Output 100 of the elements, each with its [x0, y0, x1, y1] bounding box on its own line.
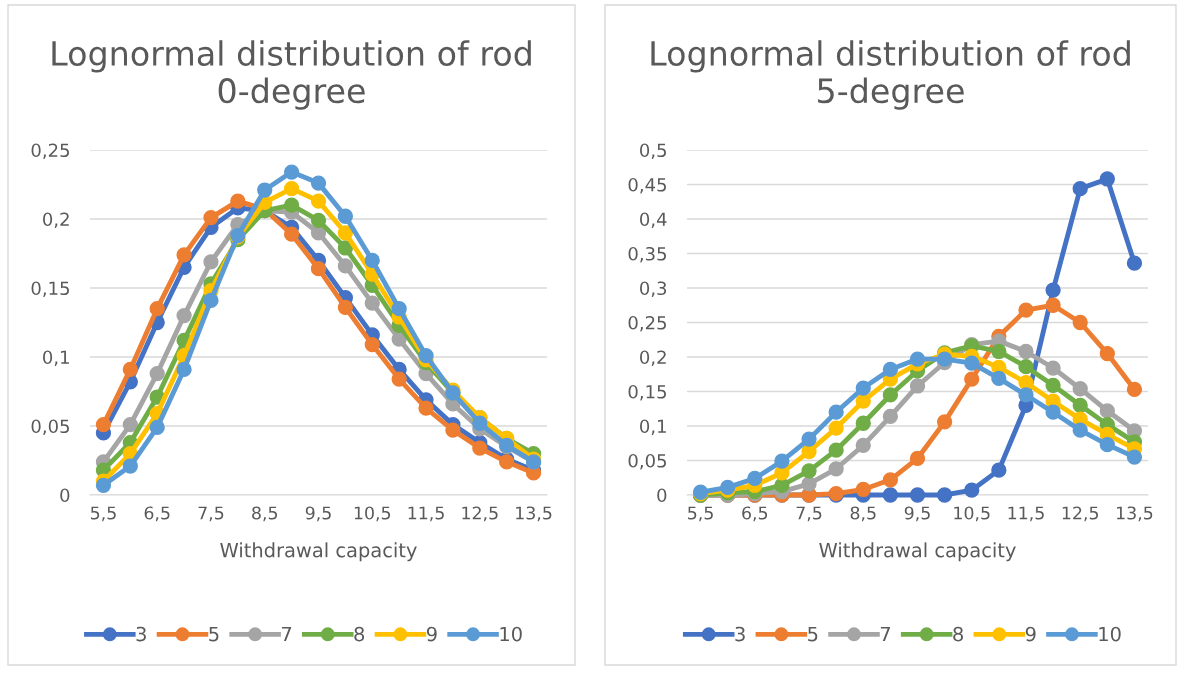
point	[472, 440, 488, 456]
point	[828, 461, 844, 477]
point	[95, 477, 112, 493]
y-tick-label: 0,45	[628, 177, 666, 194]
x-tick-label: 6,5	[144, 506, 170, 522]
legend-label: 3	[735, 626, 745, 642]
point	[828, 420, 844, 436]
x-axis-title: Withdrawal capacity	[220, 542, 417, 562]
x-tick-label: 13,5	[516, 506, 552, 522]
point	[149, 301, 165, 317]
legend-label: 9	[426, 626, 437, 642]
point	[1018, 343, 1034, 360]
point	[909, 487, 926, 503]
point	[1018, 374, 1034, 391]
y-tick-label: 0,3	[640, 281, 667, 297]
x-tick-label: 10,5	[954, 506, 990, 522]
point	[337, 258, 354, 274]
point	[149, 365, 165, 382]
point	[909, 351, 926, 367]
point	[337, 240, 354, 256]
point	[882, 472, 899, 488]
x-tick-label: 10,5	[354, 506, 391, 522]
point	[122, 416, 138, 433]
x-tick-label: 12,5	[1062, 506, 1099, 522]
point	[964, 355, 980, 371]
point	[936, 487, 953, 503]
x-tick-label: 9,5	[305, 506, 331, 522]
point	[364, 295, 380, 311]
y-tick-label: 0,2	[43, 212, 69, 228]
point	[122, 458, 138, 474]
legend-label: 5	[808, 626, 818, 642]
point	[283, 181, 300, 197]
y-tick-label: 0,25	[31, 143, 69, 159]
x-axis-title: Withdrawal capacity	[819, 542, 1016, 562]
x-tick-label: 11,5	[408, 506, 444, 522]
point	[936, 351, 953, 367]
legend-label: 7	[281, 626, 292, 642]
point	[1018, 359, 1034, 375]
point	[203, 292, 219, 309]
x-tick-label: 7,5	[198, 506, 224, 522]
point	[230, 193, 246, 209]
point	[801, 463, 817, 479]
point	[801, 476, 817, 492]
point	[337, 299, 354, 315]
point	[964, 482, 980, 498]
point	[310, 261, 327, 277]
point	[391, 301, 407, 317]
point	[964, 371, 980, 387]
point	[176, 361, 192, 378]
point	[283, 164, 300, 180]
y-tick-label: 0,5	[640, 143, 666, 159]
x-tick-label: 11,5	[1008, 506, 1044, 522]
point	[418, 400, 434, 416]
point	[801, 431, 817, 447]
point	[991, 343, 1007, 360]
point	[1045, 404, 1061, 420]
point	[1018, 387, 1034, 403]
point	[1099, 345, 1115, 362]
y-tick-label: 0,4	[640, 212, 667, 228]
legend-label: 7	[880, 626, 890, 642]
point	[1099, 403, 1115, 419]
y-tick-label: 0,1	[640, 419, 666, 435]
point	[1126, 255, 1143, 271]
y-tick-label: 0,25	[628, 315, 666, 332]
legend-label: 5	[209, 626, 219, 642]
point	[747, 470, 763, 487]
x-tick-label: 7,5	[796, 506, 822, 522]
point	[310, 175, 327, 191]
point	[855, 437, 871, 453]
point	[991, 462, 1007, 478]
point	[122, 361, 138, 378]
point	[337, 225, 354, 241]
point	[1099, 171, 1115, 187]
y-tick-label: 0	[657, 488, 667, 503]
y-tick-label: 0	[60, 488, 70, 503]
x-tick-label: 8,5	[850, 506, 876, 522]
point	[1099, 436, 1115, 453]
y-tick-label: 0,05	[31, 419, 69, 435]
point	[418, 347, 434, 364]
y-tick-label: 0,35	[628, 246, 666, 263]
point	[1072, 397, 1088, 413]
point	[257, 182, 273, 198]
point	[936, 414, 953, 430]
point	[828, 442, 844, 458]
y-tick-label: 0,15	[628, 384, 666, 401]
point	[991, 370, 1007, 387]
point	[1045, 297, 1061, 313]
point	[882, 387, 899, 403]
x-tick-label: 8,5	[252, 506, 278, 522]
x-tick-label: 6,5	[742, 506, 768, 522]
legend-label: 9	[1025, 626, 1036, 642]
point	[337, 208, 354, 224]
point	[283, 226, 300, 242]
point	[855, 380, 871, 396]
x-tick-label: 9,5	[904, 506, 930, 522]
point	[203, 209, 219, 226]
point	[882, 408, 899, 424]
point	[855, 481, 871, 498]
x-tick-label: 13,5	[1117, 506, 1153, 522]
point	[283, 197, 300, 213]
